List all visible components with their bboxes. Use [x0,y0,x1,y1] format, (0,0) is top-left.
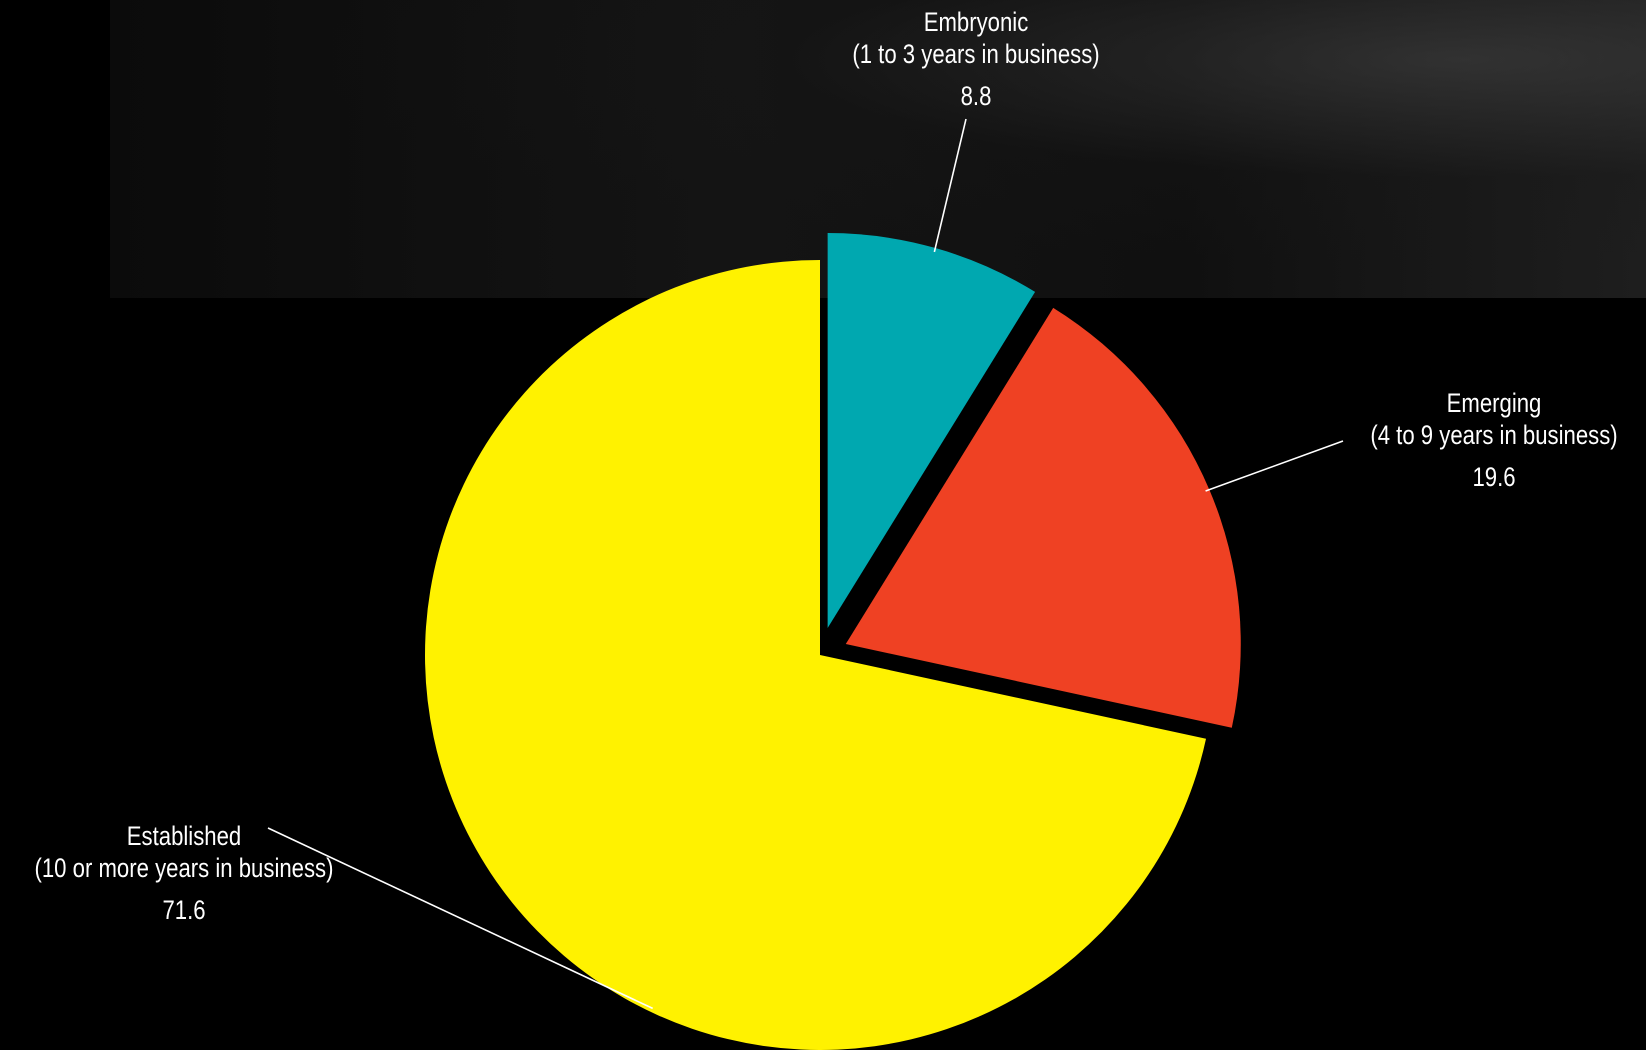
slice-name: Emerging [1446,388,1542,418]
pie-slice-emerging [845,307,1241,728]
label-emerging: Emerging (4 to 9 years in business) 19.6 [1370,387,1617,493]
slice-value: 71.6 [162,895,206,925]
label-established: Established (10 or more years in busines… [34,820,333,926]
pie-slice-embryonic [827,233,1036,629]
slice-sublabel: (10 or more years in business) [34,853,334,883]
label-embryonic: Embryonic (1 to 3 years in business) 8.8 [852,6,1099,112]
slice-value: 8.8 [960,81,992,111]
slice-sublabel: (1 to 3 years in business) [852,39,1100,69]
leader-line-embryonic [933,118,967,253]
slice-name: Established [126,821,242,851]
slice-sublabel: (4 to 9 years in business) [1370,420,1618,450]
slice-name: Embryonic [923,7,1029,37]
leader-line-emerging [1205,440,1344,492]
pie-slice-established [424,260,1207,1050]
slice-value: 19.6 [1472,462,1516,492]
leader-line-established [267,827,654,1010]
